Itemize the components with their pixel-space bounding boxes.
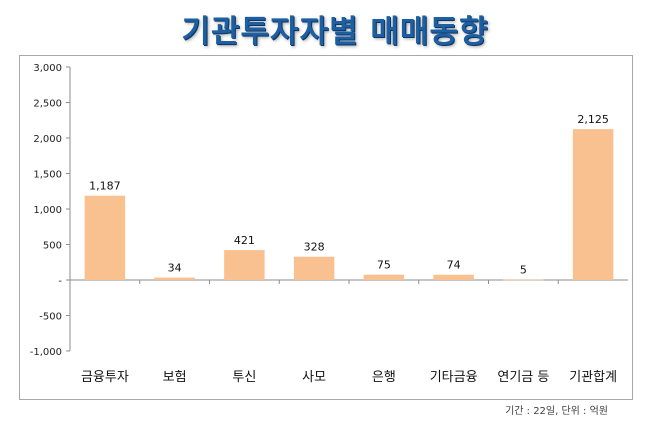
y-tick-label: 1,000 <box>33 205 62 216</box>
data-label: 328 <box>304 241 325 254</box>
data-label: 74 <box>447 259 461 272</box>
bar <box>293 256 335 280</box>
bar <box>572 129 614 280</box>
x-tick-label: 기타금융 <box>430 370 478 385</box>
x-tick-label: 사모 <box>302 370 326 385</box>
x-tick-label: 보험 <box>163 370 187 385</box>
data-label: 1,187 <box>89 180 121 193</box>
data-label: 2,125 <box>577 113 609 126</box>
y-tick-label: -1,000 <box>30 347 62 358</box>
data-label: 34 <box>168 262 182 275</box>
data-label: 421 <box>234 234 255 247</box>
y-tick-label: 1,500 <box>33 170 62 181</box>
x-tick-label: 투신 <box>232 370 256 385</box>
bar <box>84 195 126 280</box>
bar <box>154 277 195 280</box>
chart-title: 기관투자자별 매매동향 <box>181 14 489 50</box>
data-label: 75 <box>377 259 391 272</box>
source-note: 기간 : 22일, 단위 : 억원 <box>505 406 608 417</box>
x-tick-label: 기관합계 <box>569 370 617 385</box>
y-tick-label: 2,000 <box>33 134 62 145</box>
y-tick-label: -500 <box>39 312 62 323</box>
data-label: 5 <box>520 264 527 277</box>
y-tick-label: 3,000 <box>33 63 62 74</box>
y-tick-label: 500 <box>43 241 62 252</box>
x-tick-label: 연기금 등 <box>497 370 549 385</box>
bar <box>433 274 474 280</box>
bar <box>503 279 544 281</box>
x-tick-label: 금융투자 <box>81 370 129 385</box>
chart-frame <box>19 55 633 400</box>
bar <box>224 250 265 280</box>
bar <box>363 274 405 280</box>
y-tick-label: - <box>58 276 62 287</box>
y-tick-label: 2,500 <box>33 99 62 110</box>
x-tick-label: 은행 <box>372 369 396 385</box>
